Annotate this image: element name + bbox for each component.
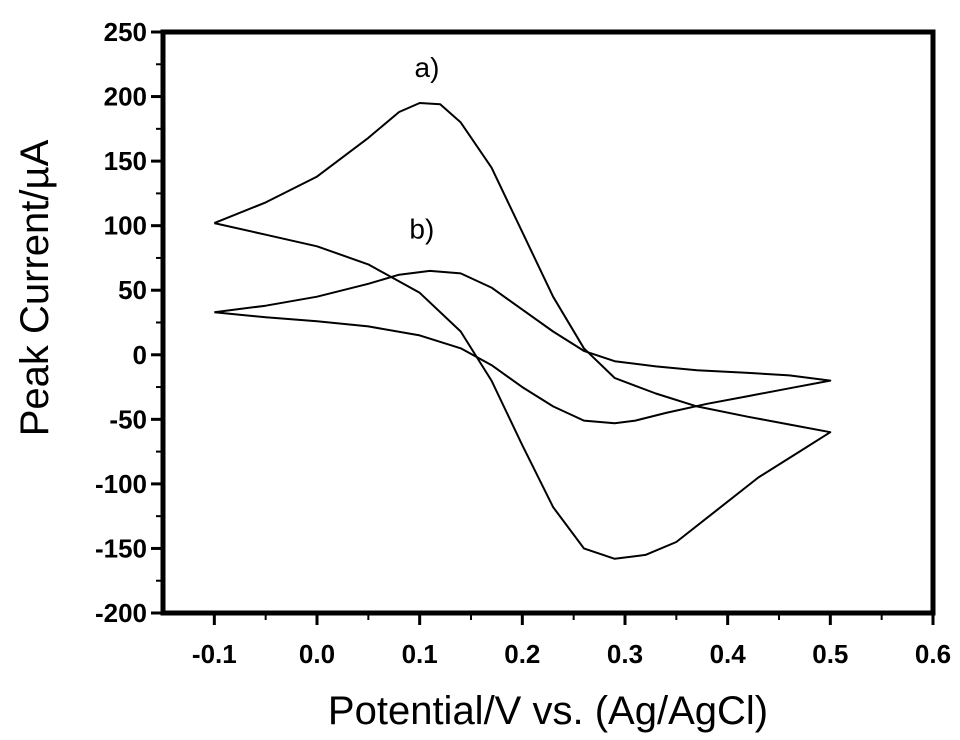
y-tick-label: 100 bbox=[104, 211, 147, 241]
x-tick-label: 0.3 bbox=[607, 639, 643, 669]
tick-marks bbox=[151, 30, 935, 625]
tick-labels: -0.1 0.0 0.1 0.2 0.3 0.4 0.5 0.6 -200 -150 -100 -50… bbox=[95, 17, 951, 669]
y-tick-label: 50 bbox=[118, 275, 147, 305]
y-axis-title: Peak Current/µA bbox=[13, 139, 57, 436]
series-curve-1 bbox=[213, 102, 832, 560]
x-tick-label: 0.0 bbox=[299, 639, 335, 669]
annotations: a) b) bbox=[409, 52, 439, 244]
x-axis-title: Potential/V vs. (Ag/AgCl) bbox=[328, 689, 768, 733]
y-tick-label: -50 bbox=[109, 404, 147, 434]
y-tick-label: 200 bbox=[104, 82, 147, 112]
x-tick-label: 0.6 bbox=[915, 639, 951, 669]
y-tick-label: -200 bbox=[95, 598, 147, 628]
y-tick-label: -100 bbox=[95, 469, 147, 499]
curve-annotation: a) bbox=[415, 52, 440, 83]
x-tick-label: 0.2 bbox=[504, 639, 540, 669]
x-tick-label: -0.1 bbox=[192, 639, 237, 669]
y-tick-label: -150 bbox=[95, 533, 147, 563]
curve-annotation: b) bbox=[409, 214, 434, 245]
x-tick-label: 0.1 bbox=[402, 639, 438, 669]
data-series-group bbox=[213, 102, 832, 560]
x-tick-label: 0.4 bbox=[710, 639, 747, 669]
x-tick-label: 0.5 bbox=[812, 639, 848, 669]
plot-frame bbox=[160, 29, 936, 616]
y-tick-label: 250 bbox=[104, 17, 147, 47]
y-tick-label: 0 bbox=[133, 340, 147, 370]
y-tick-label: 150 bbox=[104, 146, 147, 176]
series-curve-2 bbox=[214, 269, 832, 425]
